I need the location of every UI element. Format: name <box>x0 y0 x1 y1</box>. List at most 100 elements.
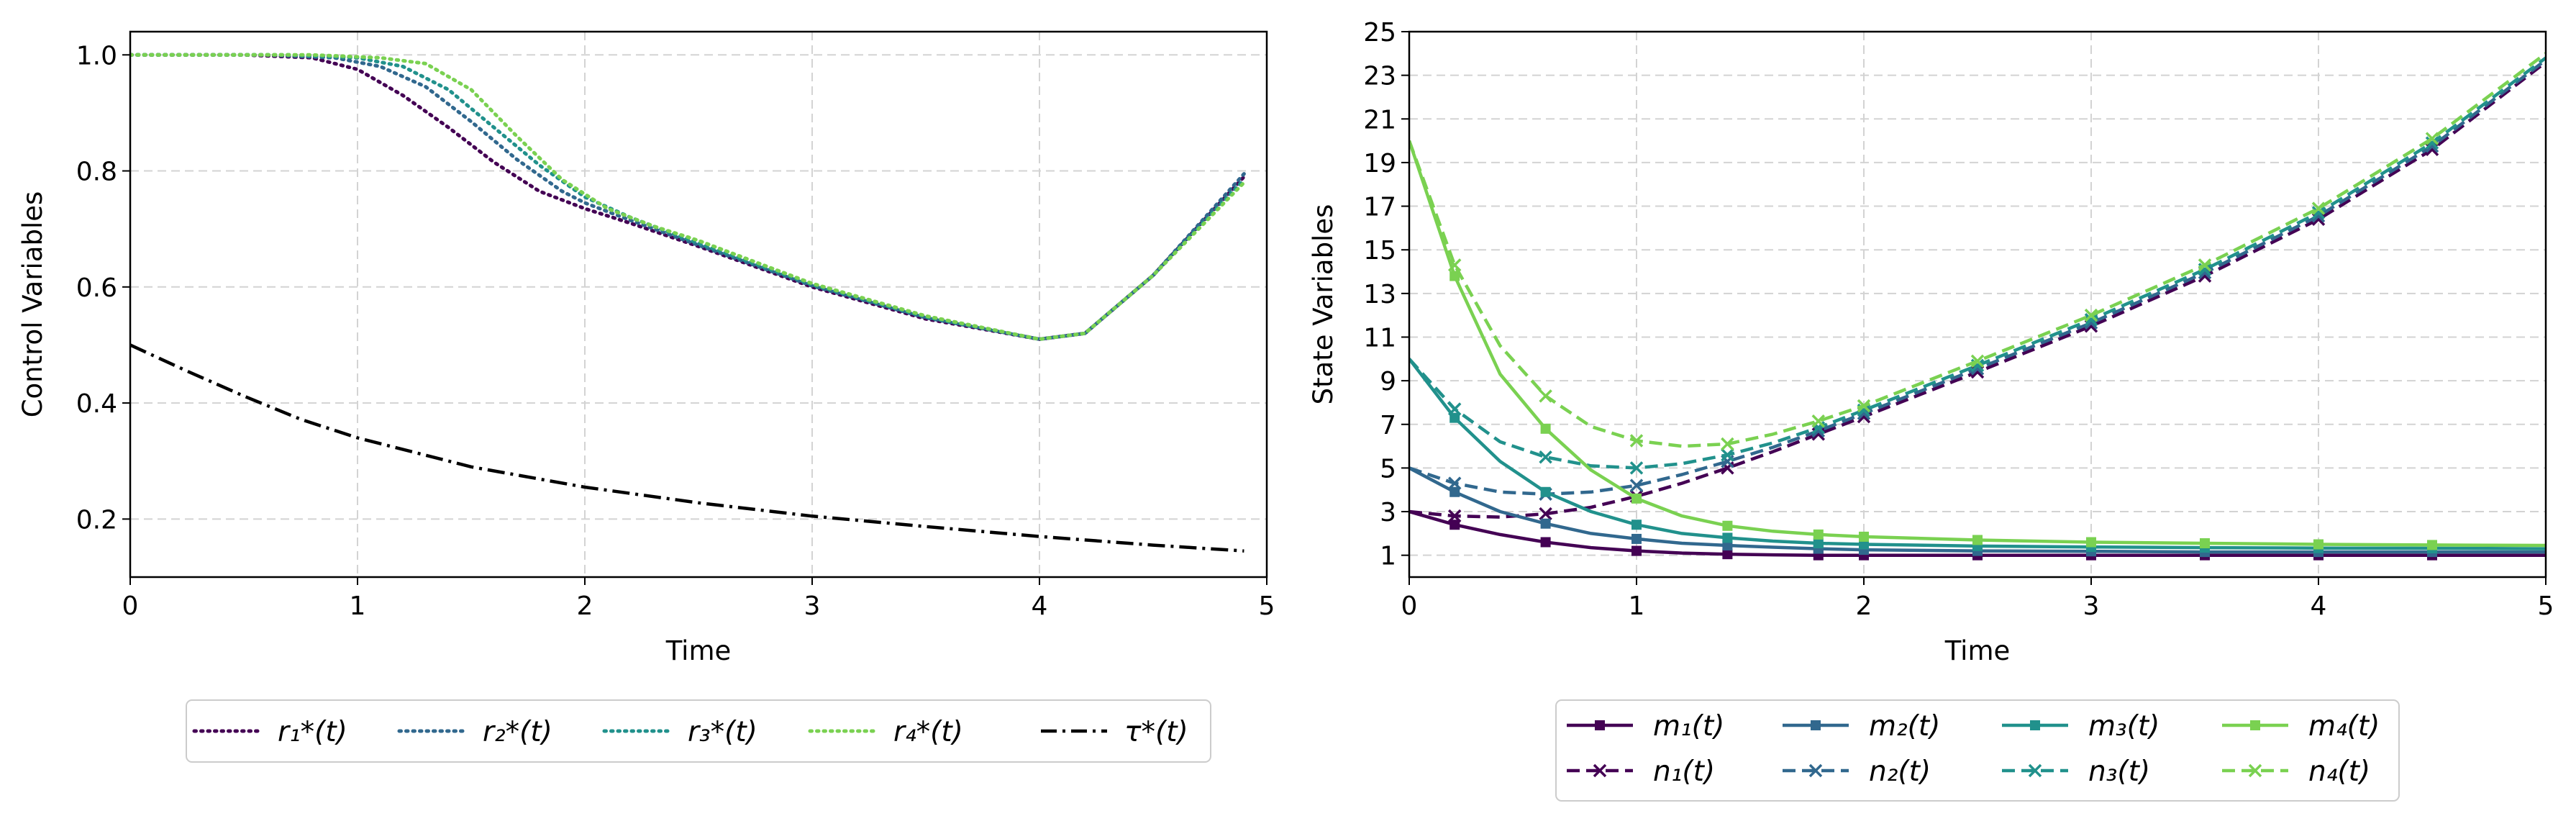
marker-n1 <box>1447 509 1462 523</box>
control-variables-chart: 0 1 2 3 4 5 0.2 0.4 0.6 0.8 1.0 Time Control Varia… <box>17 30 1275 666</box>
marker-n4 <box>2198 258 2212 272</box>
y-tick-label: 3 <box>1380 498 1396 527</box>
y-tick-label: 1 <box>1380 542 1396 571</box>
legend-marker-n3 <box>2028 763 2042 778</box>
marker-n3 <box>1447 402 1462 416</box>
y-tick-label: 13 <box>1363 280 1396 309</box>
series-line-n4 <box>1409 52 2546 448</box>
legend-label-m3: m₃(t) <box>2088 710 2159 743</box>
legend-label-r3: r₃*(t) <box>688 716 757 748</box>
legend-marker-m3 <box>2030 720 2040 730</box>
axes-frame-right <box>1408 30 2547 579</box>
x-tick-label: 0 <box>122 591 139 621</box>
series-group-right <box>1409 52 2546 561</box>
y-axis-label-left: Control Variables <box>17 191 48 418</box>
series-line-n1 <box>1409 60 2546 519</box>
series-line-r2 <box>130 53 1246 341</box>
plot-area-left <box>130 32 1267 577</box>
legend-marker-n4 <box>2248 763 2262 778</box>
legend-label-m2: m₂(t) <box>1869 710 1940 743</box>
marker-n4 <box>1447 258 1462 272</box>
legend-marker-m4 <box>2250 720 2260 730</box>
y-tick-label: 23 <box>1363 62 1396 91</box>
y-tick-label: 19 <box>1363 149 1396 178</box>
legend-right-frame <box>1555 699 2400 802</box>
x-tick-label: 1 <box>1629 591 1645 621</box>
marker-n4 <box>1721 437 1734 451</box>
x-tick-label: 5 <box>2538 591 2554 621</box>
legend-label-n4: n₄(t) <box>2308 756 2370 788</box>
marker-n2 <box>1447 476 1462 490</box>
marker-m2 <box>1449 486 1460 497</box>
marker-n3 <box>1539 450 1552 464</box>
legend-label-r1: r₁*(t) <box>278 716 347 748</box>
marker-n3 <box>2084 312 2098 327</box>
x-tick-label: 2 <box>1856 591 1872 621</box>
y-tick-label: 0.4 <box>76 389 117 419</box>
marker-m4 <box>2427 540 2437 550</box>
y-axis-label-right: State Variables <box>1308 204 1339 405</box>
marker-m3 <box>1722 532 1733 543</box>
marker-m2 <box>1722 540 1733 551</box>
marker-n3 <box>1629 461 1644 475</box>
y-tick-label: 9 <box>1380 367 1396 396</box>
y-tick-label: 17 <box>1363 193 1396 222</box>
series-line-tau <box>130 343 1244 553</box>
legend-left-frame <box>186 699 1211 763</box>
marker-m2 <box>1631 533 1642 544</box>
marker-m1 <box>1540 537 1551 548</box>
ticks-left: 0 1 2 3 4 5 0.2 0.4 0.6 0.8 1.0 <box>76 41 1275 621</box>
x-axis-label-left: Time <box>665 635 732 666</box>
marker-n4 <box>1857 399 1871 413</box>
series-group-left <box>130 53 1246 553</box>
legend-label-n2: n₂(t) <box>1869 756 1931 788</box>
x-tick-label: 0 <box>1401 591 1418 621</box>
marker-m1 <box>1722 549 1733 560</box>
marker-n3 <box>1721 448 1734 462</box>
series-line-m2 <box>1409 466 2546 554</box>
series-line-r4 <box>130 53 1246 341</box>
marker-n4 <box>2425 132 2439 145</box>
marker-m3 <box>1813 538 1824 549</box>
legend-right: m₁(t) n₁(t) m₂(t) n₂(t) m₃(t) n₃(t) m₄(t) n₄(t) <box>1555 699 2400 802</box>
x-axis-label-right: Time <box>1944 635 2011 666</box>
marker-n1 <box>1539 507 1552 521</box>
marker-n4 <box>1811 414 1826 428</box>
legend-label-m4: m₄(t) <box>2308 710 2380 743</box>
marker-m4 <box>1449 271 1460 281</box>
x-tick-label: 3 <box>804 591 821 621</box>
plot-area-right <box>1409 32 2546 577</box>
x-tick-label: 4 <box>2311 591 2327 621</box>
marker-m3 <box>1631 520 1642 530</box>
y-tick-label: 0.6 <box>76 273 117 303</box>
x-tick-label: 3 <box>2083 591 2100 621</box>
marker-n4 <box>2311 201 2326 215</box>
y-tick-label: 15 <box>1363 236 1396 266</box>
marker-m4 <box>1722 520 1733 531</box>
axes-frame-left <box>129 30 1268 579</box>
y-tick-label: 1.0 <box>76 41 117 71</box>
marker-n3 <box>2311 206 2326 219</box>
marker-n4 <box>1970 354 1985 368</box>
marker-m4 <box>1972 535 1983 545</box>
series-line-m4 <box>1409 140 2546 548</box>
marker-m4 <box>1540 423 1551 434</box>
legend-label-n1: n₁(t) <box>1653 756 1715 788</box>
legend-left: r₁*(t) r₂*(t) r₃*(t) r₄*(t) τ*(t) <box>186 699 1211 763</box>
y-tick-label: 0.2 <box>76 505 117 535</box>
marker-m1 <box>1631 545 1642 556</box>
marker-m4 <box>2200 538 2210 549</box>
x-tick-label: 4 <box>1032 591 1048 621</box>
y-tick-label: 25 <box>1363 18 1396 47</box>
marker-n4 <box>2084 308 2098 322</box>
series-line-n2 <box>1409 58 2546 496</box>
legend-marker-n1 <box>1593 763 1607 778</box>
series-line-m3 <box>1409 358 2546 550</box>
marker-n4 <box>1629 434 1644 448</box>
marker-m4 <box>1859 531 1869 542</box>
marker-m1 <box>1449 520 1460 530</box>
legend-label-m1: m₁(t) <box>1653 710 1724 743</box>
series-line-m1 <box>1409 509 2546 557</box>
